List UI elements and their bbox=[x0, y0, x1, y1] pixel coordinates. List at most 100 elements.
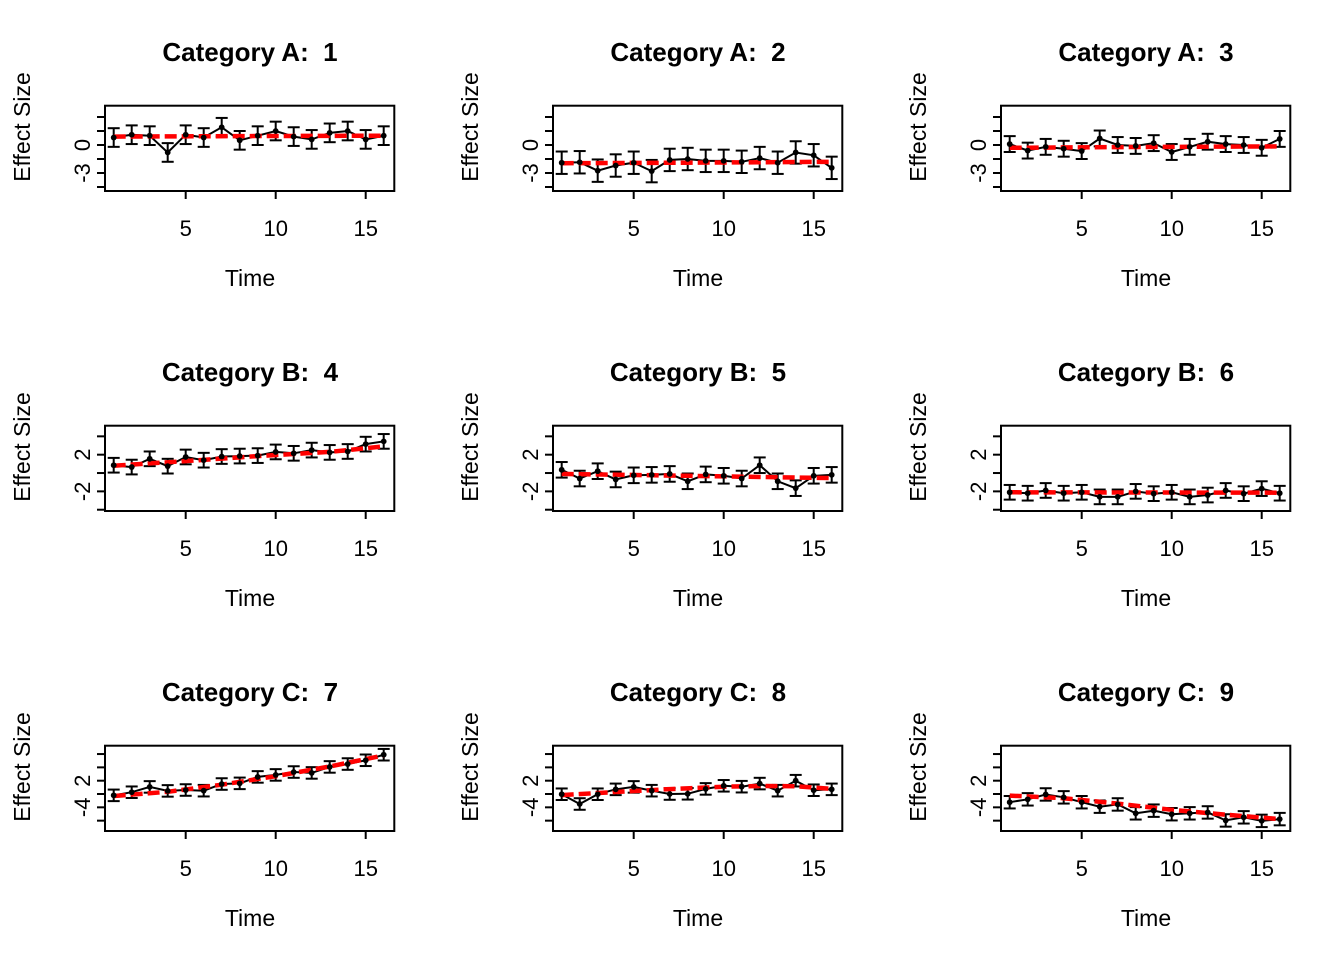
x-tick-label: 5 bbox=[180, 216, 192, 241]
data-point bbox=[630, 472, 637, 479]
data-point bbox=[1204, 138, 1211, 145]
x-axis: 5 10 15 bbox=[1076, 831, 1274, 881]
data-point bbox=[1078, 148, 1085, 154]
x-axis-title: Time bbox=[225, 265, 275, 291]
data-point bbox=[236, 453, 243, 459]
data-point bbox=[1042, 143, 1049, 150]
x-axis-title: Time bbox=[1121, 265, 1171, 291]
data-point bbox=[1258, 817, 1265, 824]
data-point bbox=[1096, 493, 1103, 500]
data-point bbox=[290, 450, 297, 457]
panel-title: Category C: 9 bbox=[1058, 677, 1234, 707]
x-tick-label: 15 bbox=[801, 536, 825, 561]
data-point bbox=[576, 801, 583, 807]
data-point bbox=[1096, 135, 1103, 142]
y-axis: 2 -2 bbox=[518, 435, 553, 511]
y-tick-label: 0 bbox=[518, 139, 543, 151]
x-axis: 5 10 15 bbox=[628, 511, 826, 561]
data-point bbox=[1024, 796, 1031, 803]
data-point bbox=[146, 132, 153, 139]
data-point bbox=[774, 478, 781, 485]
trend-line bbox=[561, 471, 832, 481]
data-point bbox=[254, 452, 261, 459]
error-bars bbox=[107, 747, 390, 803]
data-point bbox=[272, 772, 279, 778]
data-point bbox=[1276, 816, 1283, 822]
x-axis-title: Time bbox=[673, 265, 723, 291]
data-point bbox=[810, 152, 817, 159]
data-point bbox=[1114, 801, 1121, 808]
data-point bbox=[1186, 143, 1193, 150]
trend-line bbox=[113, 133, 384, 139]
data-points bbox=[558, 777, 835, 807]
data-point bbox=[1060, 145, 1067, 152]
y-tick-label: -2 bbox=[966, 482, 991, 502]
data-point bbox=[326, 129, 333, 136]
data-point bbox=[792, 777, 799, 784]
data-point bbox=[1150, 807, 1157, 814]
data-point bbox=[810, 472, 817, 479]
x-tick-label: 10 bbox=[1159, 856, 1183, 881]
data-point bbox=[1222, 141, 1229, 147]
data-point bbox=[254, 132, 261, 139]
y-axis-title: Effect Size bbox=[457, 712, 483, 822]
data-point bbox=[702, 786, 709, 792]
data-point bbox=[774, 159, 781, 166]
y-tick-label: 0 bbox=[70, 139, 95, 151]
data-point bbox=[164, 149, 171, 156]
x-axis-title: Time bbox=[1121, 585, 1171, 611]
panel-9: Category C: 9 Effect Size Time 2 -4 5 10 15 bbox=[905, 677, 1292, 931]
y-tick-label: 2 bbox=[518, 449, 543, 461]
data-point bbox=[1132, 810, 1139, 817]
x-tick-label: 15 bbox=[353, 536, 377, 561]
data-point bbox=[1168, 489, 1175, 496]
x-tick-label: 15 bbox=[353, 216, 377, 241]
plot-box bbox=[1000, 744, 1292, 832]
y-tick-label: -3 bbox=[518, 163, 543, 183]
trend-line bbox=[1009, 793, 1280, 822]
data-point bbox=[1240, 490, 1247, 497]
data-point bbox=[630, 159, 637, 166]
data-point bbox=[648, 168, 655, 175]
y-axis-title: Effect Size bbox=[9, 72, 35, 182]
data-point bbox=[326, 449, 333, 456]
y-tick-label: 2 bbox=[966, 775, 991, 787]
x-tick-label: 10 bbox=[263, 536, 287, 561]
data-point bbox=[720, 472, 727, 479]
data-point bbox=[200, 134, 207, 141]
data-point bbox=[612, 786, 619, 793]
y-axis-title: Effect Size bbox=[905, 72, 931, 182]
x-axis-title: Time bbox=[673, 905, 723, 931]
x-tick-label: 10 bbox=[711, 216, 735, 241]
data-point bbox=[1078, 489, 1085, 496]
x-axis: 5 10 15 bbox=[628, 831, 826, 881]
data-point bbox=[720, 157, 727, 164]
data-point bbox=[1114, 493, 1121, 500]
data-point bbox=[1240, 142, 1247, 148]
data-point bbox=[290, 769, 297, 775]
x-axis: 5 10 15 bbox=[180, 191, 378, 241]
y-tick-label: -4 bbox=[966, 798, 991, 818]
y-axis-title: Effect Size bbox=[457, 72, 483, 182]
data-point bbox=[1150, 140, 1157, 147]
y-axis-title: Effect Size bbox=[9, 392, 35, 502]
data-points bbox=[1006, 135, 1283, 155]
panel-5: Category B: 5 Effect Size Time 2 -2 5 10 15 bbox=[457, 357, 844, 611]
data-point bbox=[558, 466, 565, 473]
trend-line bbox=[1009, 144, 1280, 151]
data-point bbox=[1132, 143, 1139, 149]
data-point bbox=[1060, 794, 1067, 801]
data-point bbox=[792, 485, 799, 492]
data-point bbox=[684, 790, 691, 797]
data-point bbox=[218, 453, 225, 460]
data-point bbox=[828, 471, 835, 478]
data-point bbox=[1150, 490, 1157, 497]
data-point bbox=[362, 757, 369, 764]
x-tick-label: 5 bbox=[1076, 856, 1088, 881]
data-point bbox=[380, 438, 387, 445]
data-point bbox=[702, 157, 709, 164]
panel-title: Category A: 1 bbox=[162, 37, 337, 67]
y-axis: 2 -2 bbox=[966, 435, 1001, 511]
panel-6: Category B: 6 Effect Size Time 2 -2 5 10 15 bbox=[905, 357, 1292, 611]
